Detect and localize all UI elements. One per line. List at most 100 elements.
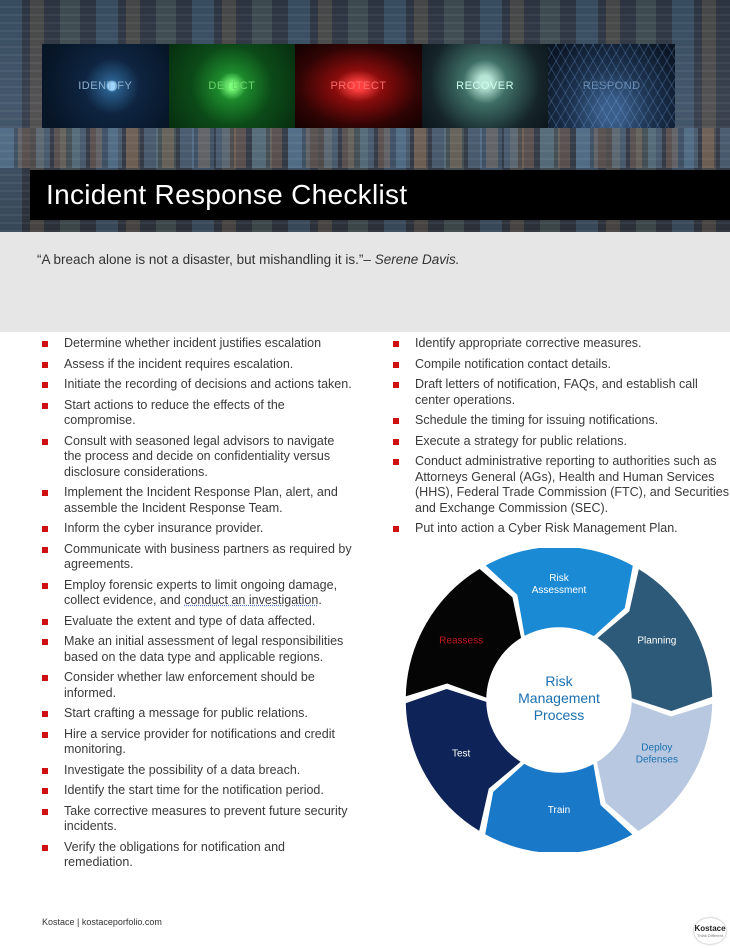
checklist-item-text: Consider whether law enforcement should … bbox=[64, 670, 315, 700]
bullet-icon bbox=[393, 361, 399, 368]
checklist-item: Consider whether law enforcement should … bbox=[42, 670, 352, 701]
checklist-item: Start crafting a message for public rela… bbox=[42, 706, 352, 722]
checklist-item: Make an initial assessment of legal resp… bbox=[42, 634, 352, 665]
code-background-strip bbox=[0, 128, 730, 168]
cycle-segment bbox=[595, 700, 714, 833]
quote-author: Serene Davis. bbox=[374, 252, 460, 267]
bullet-icon bbox=[393, 526, 399, 532]
bullet-icon bbox=[42, 361, 48, 368]
checklist-item-text: Initiate the recording of decisions and … bbox=[64, 377, 352, 391]
bullet-icon bbox=[42, 618, 48, 625]
cycle-center-label: Management bbox=[518, 690, 600, 706]
checklist-item: Initiate the recording of decisions and … bbox=[42, 377, 352, 393]
checklist-item-text: Evaluate the extent and type of data aff… bbox=[64, 613, 316, 628]
checklist-item: Implement the Incident Response Plan, al… bbox=[42, 485, 352, 516]
tile-recover: RECOVER bbox=[421, 44, 549, 128]
checklist-item: Communicate with business partners as re… bbox=[42, 542, 352, 573]
checklist-item: Put into action a Cyber Risk Management … bbox=[393, 521, 730, 537]
underlined-phrase: conduct an investigation bbox=[184, 593, 319, 607]
checklist-item-text: Start actions to reduce the effects of t… bbox=[64, 397, 285, 428]
checklist-item-text: Compile notification contact details. bbox=[415, 356, 611, 371]
checklist-item-text: Verify the obligations for notification … bbox=[64, 839, 285, 870]
cycle-segment-label: Train bbox=[548, 805, 570, 816]
checklist-item: Identify appropriate corrective measures… bbox=[393, 336, 730, 352]
checklist-item: Assess if the incident requires escalati… bbox=[42, 357, 352, 373]
cycle-center bbox=[489, 630, 629, 770]
bullet-icon bbox=[42, 341, 48, 347]
bullet-icon bbox=[393, 459, 399, 465]
tile-protect-label: PROTECT bbox=[330, 80, 387, 92]
cycle-segment bbox=[483, 761, 635, 852]
cycle-segment-label: Reassess bbox=[439, 636, 483, 647]
cycle-segment-label: Risk Assessment bbox=[532, 573, 587, 596]
bullet-icon bbox=[42, 731, 48, 738]
footer-text: Kostace | kostaceporfolio.com bbox=[42, 917, 162, 927]
checklist-item-text: Consult with seasoned legal advisors to … bbox=[64, 433, 335, 479]
checklist-item: Conduct administrative reporting to auth… bbox=[393, 454, 730, 516]
quote-text: “A breach alone is not a disaster, but m… bbox=[37, 252, 375, 267]
checklist-item-text: Identify appropriate corrective measures… bbox=[415, 336, 642, 350]
checklist-left: Determine whether incident justifies esc… bbox=[42, 336, 352, 876]
checklist-item: Take corrective measures to prevent futu… bbox=[42, 804, 352, 835]
checklist-item-text: Identify the start time for the notifica… bbox=[64, 783, 324, 797]
checklist-item: Evaluate the extent and type of data aff… bbox=[42, 614, 352, 630]
bullet-icon bbox=[42, 767, 48, 774]
checklist-item: Hire a service provider for notification… bbox=[42, 727, 352, 758]
bullet-icon bbox=[42, 438, 48, 445]
checklist-item: Start actions to reduce the effects of t… bbox=[42, 398, 352, 429]
framework-tiles: IDENTIFY DETECT PROTECT RECOVER RESPOND bbox=[42, 44, 675, 128]
bullet-icon bbox=[42, 675, 48, 681]
checklist-item: Employ forensic experts to limit ongoing… bbox=[42, 578, 352, 609]
bullet-icon bbox=[42, 382, 48, 388]
checklist-item-text: Start crafting a message for public rela… bbox=[64, 706, 308, 720]
checklist-item-text: Conduct administrative reporting to auth… bbox=[415, 454, 729, 515]
bullet-icon bbox=[42, 844, 48, 851]
cycle-segment-label: Planning bbox=[637, 636, 676, 647]
tile-respond: RESPOND bbox=[548, 44, 675, 128]
bullet-icon bbox=[42, 546, 48, 553]
cycle-center-label: Process bbox=[534, 707, 585, 723]
page-title: Incident Response Checklist bbox=[46, 179, 408, 210]
checklist-item: Execute a strategy for public relations. bbox=[393, 434, 730, 450]
brand-logo-name: Kostace bbox=[694, 923, 726, 933]
checklist-item-text: Communicate with business partners as re… bbox=[64, 541, 352, 572]
checklist-item-text: Employ forensic experts to limit ongoing… bbox=[64, 577, 338, 608]
tile-identify: IDENTIFY bbox=[42, 44, 169, 128]
tile-recover-label: RECOVER bbox=[456, 80, 515, 92]
cycle-segment bbox=[594, 566, 714, 713]
checklist-item: Compile notification contact details. bbox=[393, 357, 730, 373]
bullet-icon bbox=[42, 711, 48, 717]
checklist-item-text: Make an initial assessment of legal resp… bbox=[64, 634, 344, 664]
tile-detect: DETECT bbox=[168, 44, 296, 128]
checklist-item-text: Implement the Incident Response Plan, al… bbox=[64, 485, 338, 515]
checklist-right: Identify appropriate corrective measures… bbox=[393, 336, 730, 542]
checklist-item-text: Hire a service provider for notification… bbox=[64, 726, 335, 757]
tile-protect: PROTECT bbox=[295, 44, 422, 128]
checklist-item-text: Assess if the incident requires escalati… bbox=[64, 356, 294, 371]
bullet-icon bbox=[42, 808, 48, 815]
checklist-item: Identify the start time for the notifica… bbox=[42, 783, 352, 799]
cycle-segment-label: Test bbox=[452, 749, 471, 760]
bullet-icon bbox=[42, 639, 48, 645]
bullet-icon bbox=[42, 582, 48, 589]
checklist-item-text: Schedule the timing for issuing notifica… bbox=[415, 413, 659, 427]
bullet-icon bbox=[393, 418, 399, 424]
checklist-item-text: Investigate the possibility of a data br… bbox=[64, 762, 301, 777]
bullet-icon bbox=[393, 438, 399, 445]
cycle-segment-label: Deploy Defenses bbox=[636, 743, 678, 766]
bullet-icon bbox=[42, 788, 48, 794]
bullet-icon bbox=[42, 490, 48, 496]
header-banner: IDENTIFY DETECT PROTECT RECOVER RESPOND … bbox=[0, 0, 730, 232]
checklist-item-text: Draft letters of notification, FAQs, and… bbox=[415, 377, 698, 407]
bullet-icon bbox=[42, 526, 48, 532]
brand-logo: Kostace Think Different bbox=[694, 918, 726, 944]
checklist-item: Verify the obligations for notification … bbox=[42, 840, 352, 871]
tile-identify-label: IDENTIFY bbox=[78, 80, 133, 92]
bullet-icon bbox=[393, 341, 399, 347]
checklist-item: Determine whether incident justifies esc… bbox=[42, 336, 352, 352]
cycle-segment bbox=[483, 548, 635, 639]
checklist-item: Draft letters of notification, FAQs, and… bbox=[393, 377, 730, 408]
title-bar: Incident Response Checklist bbox=[30, 170, 730, 220]
quote: “A breach alone is not a disaster, but m… bbox=[37, 252, 459, 267]
